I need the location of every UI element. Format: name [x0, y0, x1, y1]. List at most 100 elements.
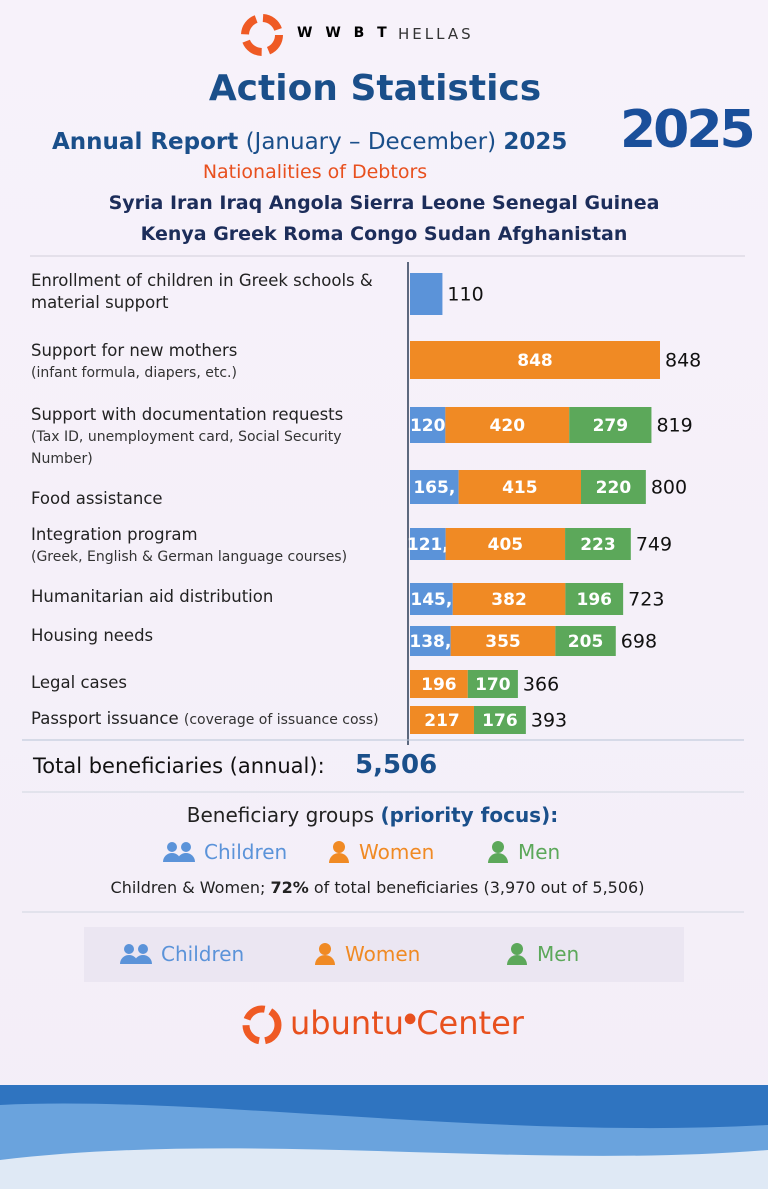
- segment-label: 165,: [413, 478, 455, 498]
- legend-item: Men: [505, 942, 579, 966]
- share-note: Children & Women; 72% of total beneficia…: [0, 878, 755, 897]
- segment-label: 120: [410, 416, 446, 436]
- nationalities-title: Nationalities of Debtors: [202, 161, 428, 183]
- legend-item: Women: [327, 840, 434, 864]
- legend-label: Men: [518, 840, 561, 864]
- category-label: Legal cases: [31, 672, 401, 694]
- category-note: (infant formula, diapers, etc.): [31, 365, 237, 381]
- groups-emphasis: (priority focus):: [380, 803, 559, 827]
- segment-label: 121,: [407, 535, 449, 555]
- category-name: Legal cases: [31, 673, 127, 692]
- segment-label: 170: [475, 675, 511, 695]
- category-label: Humanitarian aid distribution: [31, 586, 401, 608]
- legend-item: Women: [313, 942, 420, 966]
- total-label: 848: [665, 350, 701, 372]
- segment-label: 176: [482, 711, 518, 731]
- legend-item: Children: [119, 942, 244, 966]
- groups-heading: Beneficiary groups (priority focus):: [0, 803, 745, 827]
- subtitle-year: 2025: [503, 129, 568, 155]
- bar-segment: [410, 470, 459, 504]
- legend-label: Women: [359, 840, 435, 864]
- category-label: Support with documentation requests (Tax …: [31, 404, 401, 470]
- bar-segment: [565, 583, 624, 615]
- category-name: Food assistance: [31, 489, 163, 508]
- legend-icon: [120, 944, 152, 964]
- subtitle: Annual Report (January – December) 2025: [52, 129, 567, 155]
- bar-segment: [569, 407, 652, 443]
- nationalities: Kenya Greek Roma Congo Sudan Afghanistan: [140, 223, 628, 245]
- nationalities: Syria Iran Iraq Angola Sierra Leone Sene…: [108, 192, 660, 214]
- category-label: Housing needs: [31, 625, 401, 647]
- segment-label: 420: [490, 416, 526, 436]
- legend-label: Children: [161, 942, 245, 966]
- bar-segment: [445, 407, 570, 443]
- legend-label: Children: [204, 840, 288, 864]
- category-name: Support for new mothers: [31, 341, 238, 360]
- legend-label: Men: [537, 942, 580, 966]
- subtitle-main: Annual Report: [52, 129, 239, 155]
- legend-box: [84, 927, 684, 982]
- logo-ring: [242, 1005, 282, 1045]
- segment-label: 279: [593, 416, 629, 436]
- segment-label: 145,: [410, 590, 452, 610]
- legend-icon: [329, 841, 349, 863]
- category-name: Humanitarian aid distribution: [31, 587, 274, 606]
- share-lead: Children & Women;: [110, 878, 266, 897]
- segment-label: 405: [488, 535, 524, 555]
- legend-item: Children: [162, 840, 287, 864]
- bar-segment: [410, 341, 660, 379]
- category-name: Passport issuance: [31, 709, 179, 728]
- category-note: (Greek, English & German language course…: [31, 549, 348, 565]
- bar-segment: [565, 528, 631, 560]
- share-rest: of total beneficiaries (3,970 out of 5,5…: [313, 878, 645, 897]
- segment-label: 217: [424, 711, 460, 731]
- total-label: 366: [523, 674, 559, 696]
- bar-segment: [452, 583, 566, 615]
- total-label: 698: [621, 631, 657, 653]
- subtitle-period: (January – December): [245, 129, 497, 155]
- bar-segment: [410, 670, 468, 698]
- logo-ring: [241, 14, 283, 56]
- segment-label: 138,: [409, 632, 451, 652]
- category-label: Passport issuance (coverage of issuance …: [31, 708, 401, 731]
- total-label: 800: [651, 477, 687, 499]
- bar-segment: [450, 626, 556, 656]
- brand-name: ubuntu: [290, 1004, 404, 1042]
- category-label: Enrollment of children in Greek schools …: [31, 270, 401, 314]
- category-note: (coverage of issuance coss): [183, 712, 379, 728]
- share-value: 72%: [270, 878, 309, 897]
- category-name: Support with documentation requests: [31, 405, 344, 424]
- title: Action Statistics: [208, 68, 542, 109]
- bar-segment: [467, 670, 518, 698]
- total-label: 110: [447, 284, 483, 306]
- bar-segment: [458, 470, 581, 504]
- legend-label: Women: [345, 942, 421, 966]
- category-name: Housing needs: [31, 626, 154, 645]
- bar-segment: [473, 706, 526, 734]
- segment-label: 223: [580, 535, 616, 555]
- badge: 2025: [620, 100, 756, 160]
- category-name: Enrollment of children in Greek schools …: [31, 271, 373, 312]
- category-note: (Tax ID, unemployment card, Social Secur…: [31, 429, 342, 467]
- groups-heading-text: Beneficiary groups: [186, 803, 375, 827]
- bar-segment: [410, 706, 474, 734]
- legend-icon: [507, 943, 527, 965]
- legend-icon: [163, 842, 195, 862]
- total-label: 749: [636, 534, 672, 556]
- category-label: Support for new mothers (infant formula, …: [31, 340, 401, 384]
- bar-segment: [410, 273, 443, 315]
- category-label: Food assistance: [31, 488, 401, 510]
- bar-segment: [555, 626, 616, 656]
- category-label: Integration program (Greek, English & Ger…: [31, 524, 401, 568]
- category-name: Integration program: [31, 525, 198, 544]
- org-name: HELLAS: [398, 25, 474, 43]
- total-label: 393: [531, 710, 567, 732]
- legend-icon: [315, 943, 335, 965]
- bar-segment: [410, 583, 453, 615]
- segment-label: 415: [502, 478, 538, 498]
- segment-label: 220: [596, 478, 632, 498]
- total-label: 723: [628, 589, 664, 611]
- bar-segment: [445, 528, 566, 560]
